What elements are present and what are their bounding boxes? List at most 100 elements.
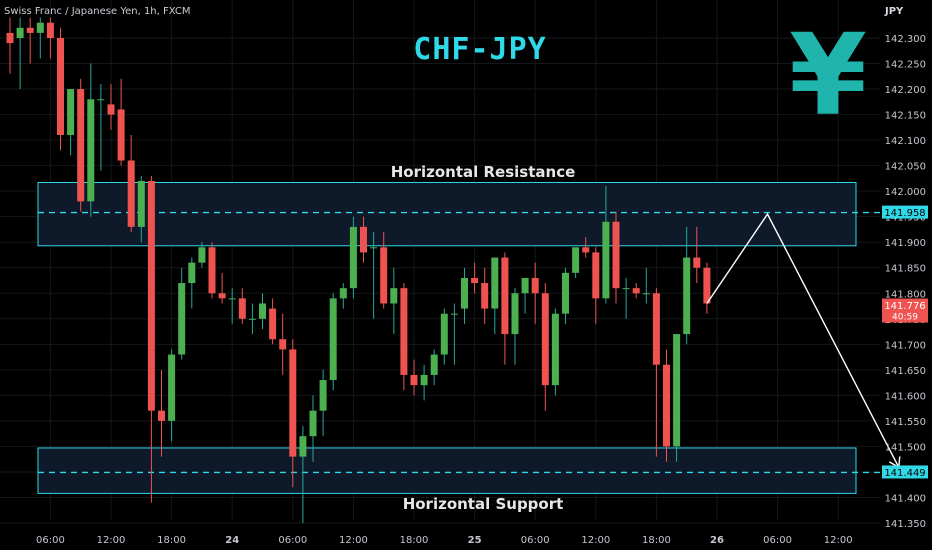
y-tick-label: 141.600	[885, 391, 926, 402]
candle	[410, 359, 418, 396]
support-zone-label: Horizontal Support	[402, 495, 564, 513]
candle	[531, 262, 539, 324]
candle-body	[67, 89, 75, 135]
candle-body	[632, 288, 640, 294]
y-tick-label: 141.650	[885, 366, 926, 377]
candle-body	[602, 221, 610, 299]
price-label-box	[882, 298, 928, 323]
candle	[67, 89, 75, 156]
support-zone	[37, 447, 857, 494]
yen-sign-icon: ¥	[789, 11, 867, 141]
candle-body	[279, 339, 287, 350]
candle	[238, 288, 246, 324]
projection-path	[706, 212, 900, 468]
candle	[309, 395, 317, 462]
candle-body	[440, 313, 448, 355]
candle-body	[339, 288, 347, 299]
candle-body	[481, 283, 489, 309]
candle-body	[26, 27, 34, 33]
candle-body	[592, 252, 600, 299]
candle	[420, 364, 428, 401]
candle	[6, 17, 14, 74]
candle-body	[642, 293, 650, 295]
candle-body	[158, 410, 165, 421]
candle	[137, 175, 145, 243]
x-axis: 06:00 12:00 18:00 24 06:00 12:00 18:00 25 06:00 1…	[36, 535, 853, 546]
candle-body	[198, 247, 206, 263]
candle	[87, 63, 95, 217]
y-tick-label: 141.700	[885, 340, 926, 351]
candle	[360, 216, 367, 263]
candle	[349, 216, 357, 299]
candle	[663, 349, 670, 462]
price-label-value: 141.776	[884, 301, 925, 312]
candle-body	[390, 288, 398, 304]
candle	[329, 293, 337, 391]
candle	[642, 267, 650, 304]
candle-body	[117, 109, 125, 161]
candle-body	[572, 247, 580, 273]
candle-body	[541, 293, 549, 386]
y-tick-label: 141.500	[885, 442, 926, 453]
candle-body	[127, 160, 135, 227]
candle-body	[269, 308, 277, 340]
y-tick-label: 141.800	[885, 289, 926, 300]
resistance-zone-label: Horizontal Resistance	[390, 163, 576, 181]
candle-body	[349, 226, 357, 289]
candle-body	[168, 354, 176, 421]
candle	[602, 186, 610, 304]
x-tick-label: 06:00	[36, 535, 65, 546]
candle-body	[703, 267, 711, 304]
symbol-description: Swiss Franc / Japanese Yen, 1h, FXCM	[4, 6, 191, 17]
candle	[147, 175, 155, 503]
candle	[107, 83, 115, 130]
candle	[279, 313, 287, 375]
candle-body	[309, 410, 317, 437]
candle	[430, 349, 438, 386]
candle	[481, 267, 489, 324]
candle-body	[6, 32, 14, 44]
candle	[168, 349, 176, 442]
y-tick-label: 141.900	[885, 238, 926, 249]
price-label-box	[882, 465, 928, 479]
x-tick-label: 12:00	[97, 535, 126, 546]
candle-body	[97, 99, 105, 101]
candle-body	[137, 180, 145, 227]
candle	[501, 252, 509, 365]
candle-body	[36, 22, 44, 33]
candle-body	[289, 349, 297, 457]
candle-body	[87, 99, 95, 202]
candle-body	[370, 247, 378, 249]
x-tick-label: 06:00	[278, 535, 307, 546]
candle	[339, 283, 347, 309]
candle-body	[259, 303, 266, 319]
candle-body	[521, 277, 529, 294]
candle-body	[420, 374, 428, 386]
x-tick-label: 18:00	[157, 535, 186, 546]
candle-body	[147, 180, 155, 411]
candle	[218, 272, 226, 304]
candle	[693, 226, 701, 284]
candle	[97, 83, 105, 171]
y-tick-label: 142.000	[885, 187, 926, 198]
candle	[36, 17, 44, 59]
candle-body	[400, 288, 408, 375]
candle-body	[57, 38, 64, 135]
candle	[289, 339, 297, 488]
y-tick-label: 141.350	[885, 519, 926, 530]
candle	[562, 267, 569, 324]
candle-body	[228, 298, 236, 300]
x-tick-label: 06:00	[521, 535, 550, 546]
y-tick-label: 142.050	[885, 162, 926, 173]
candle-body	[582, 247, 590, 253]
y-tick-label: 142.100	[885, 136, 926, 147]
candle	[622, 277, 630, 319]
candle-body	[693, 257, 701, 268]
candle-body	[491, 257, 499, 309]
y-tick-label: 142.200	[885, 85, 926, 96]
candle	[572, 247, 580, 278]
candle	[400, 283, 408, 391]
candle	[188, 257, 196, 309]
candle-body	[218, 293, 226, 299]
